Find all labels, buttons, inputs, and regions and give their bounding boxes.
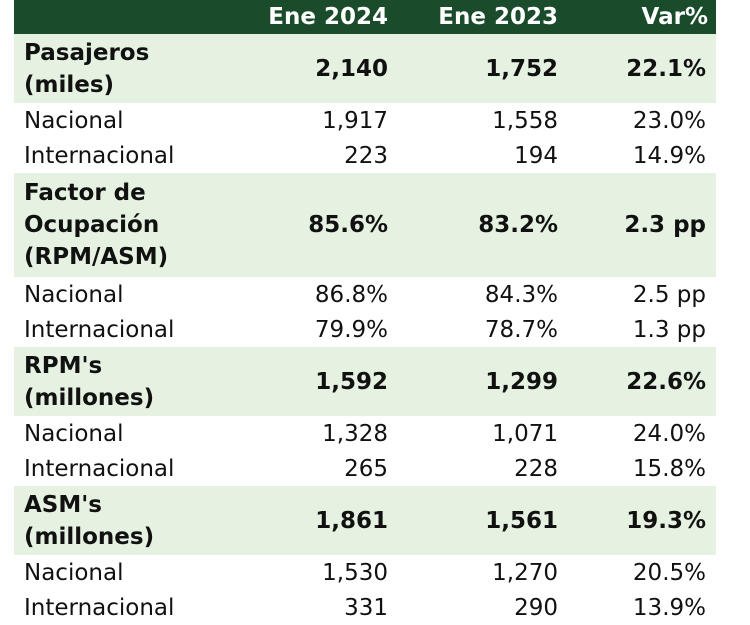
- sub-label: Nacional: [24, 420, 124, 447]
- sub-label: Internacional: [24, 316, 175, 343]
- value-ene-2024: 331: [344, 594, 388, 621]
- value-var: 2.3 pp: [566, 173, 716, 277]
- value-ene-2024: 1,328: [322, 420, 388, 447]
- value-ene-2024: 2,140: [226, 34, 396, 103]
- header-row: Ene 2024 Ene 2023 Var%: [14, 0, 716, 34]
- category-row-rpms: RPM's (millones) 1,592 1,299 22.6%: [14, 347, 716, 416]
- value-var: 19.3%: [566, 486, 716, 555]
- value-ene-2023: 1,561: [396, 486, 566, 555]
- value-var: 23.0%: [632, 107, 706, 134]
- category-row-factor-ocupacion: Factor de Ocupación (RPM/ASM) 85.6% 83.2…: [14, 173, 716, 277]
- value-ene-2023: 1,558: [492, 107, 558, 134]
- value-var: 22.1%: [566, 34, 716, 103]
- value-ene-2024: 265: [344, 455, 388, 482]
- value-var: 24.0%: [632, 420, 706, 447]
- value-ene-2023: 1,071: [492, 420, 558, 447]
- header-label-cell: [14, 0, 226, 34]
- sub-label: Internacional: [24, 142, 175, 169]
- table-header: Ene 2024 Ene 2023 Var%: [14, 0, 716, 34]
- value-var: 15.8%: [632, 455, 706, 482]
- sub-label: Nacional: [24, 281, 124, 308]
- value-ene-2023: 1,270: [492, 559, 558, 586]
- value-ene-2024: 79.9%: [314, 316, 388, 343]
- value-ene-2024: 1,592: [226, 347, 396, 416]
- value-ene-2023: 194: [514, 142, 558, 169]
- value-var: 22.6%: [566, 347, 716, 416]
- value-ene-2024: 1,530: [322, 559, 388, 586]
- category-label: Pasajeros (miles): [14, 34, 226, 103]
- header-ene-2024: Ene 2024: [226, 0, 396, 34]
- table-body: Pasajeros (miles) 2,140 1,752 22.1% Naci…: [14, 34, 716, 625]
- category-label: Factor de Ocupación (RPM/ASM): [14, 173, 226, 277]
- sub-row-internacional: Internacional 79.9% 78.7% 1.3 pp: [14, 312, 716, 347]
- value-ene-2024: 1,861: [226, 486, 396, 555]
- sub-row-nacional: Nacional 86.8% 84.3% 2.5 pp: [14, 277, 716, 312]
- sub-row-internacional: Internacional 331 290 13.9%: [14, 590, 716, 625]
- value-var: 2.5 pp: [632, 281, 706, 308]
- sub-label: Internacional: [24, 594, 175, 621]
- value-var: 20.5%: [632, 559, 706, 586]
- value-ene-2023: 84.3%: [484, 281, 558, 308]
- value-ene-2023: 78.7%: [484, 316, 558, 343]
- value-var: 13.9%: [632, 594, 706, 621]
- sub-row-internacional: Internacional 223 194 14.9%: [14, 138, 716, 173]
- value-ene-2023: 1,299: [396, 347, 566, 416]
- header-var-pct: Var%: [566, 0, 716, 34]
- value-ene-2024: 86.8%: [314, 281, 388, 308]
- value-ene-2023: 1,752: [396, 34, 566, 103]
- value-var: 14.9%: [632, 142, 706, 169]
- value-var: 1.3 pp: [632, 316, 706, 343]
- traffic-stats-table: Ene 2024 Ene 2023 Var% Pasajeros (miles)…: [14, 0, 716, 625]
- value-ene-2024: 85.6%: [226, 173, 396, 277]
- header-ene-2023: Ene 2023: [396, 0, 566, 34]
- sub-label: Nacional: [24, 107, 124, 134]
- sub-row-nacional: Nacional 1,530 1,270 20.5%: [14, 555, 716, 590]
- sub-row-internacional: Internacional 265 228 15.8%: [14, 451, 716, 486]
- category-label: RPM's (millones): [14, 347, 226, 416]
- value-ene-2023: 83.2%: [396, 173, 566, 277]
- value-ene-2023: 290: [514, 594, 558, 621]
- value-ene-2024: 1,917: [322, 107, 388, 134]
- category-label: ASM's (millones): [14, 486, 226, 555]
- sub-label: Nacional: [24, 559, 124, 586]
- category-row-pasajeros: Pasajeros (miles) 2,140 1,752 22.1%: [14, 34, 716, 103]
- category-row-asms: ASM's (millones) 1,861 1,561 19.3%: [14, 486, 716, 555]
- value-ene-2023: 228: [514, 455, 558, 482]
- sub-row-nacional: Nacional 1,328 1,071 24.0%: [14, 416, 716, 451]
- value-ene-2024: 223: [344, 142, 388, 169]
- sub-row-nacional: Nacional 1,917 1,558 23.0%: [14, 103, 716, 138]
- sub-label: Internacional: [24, 455, 175, 482]
